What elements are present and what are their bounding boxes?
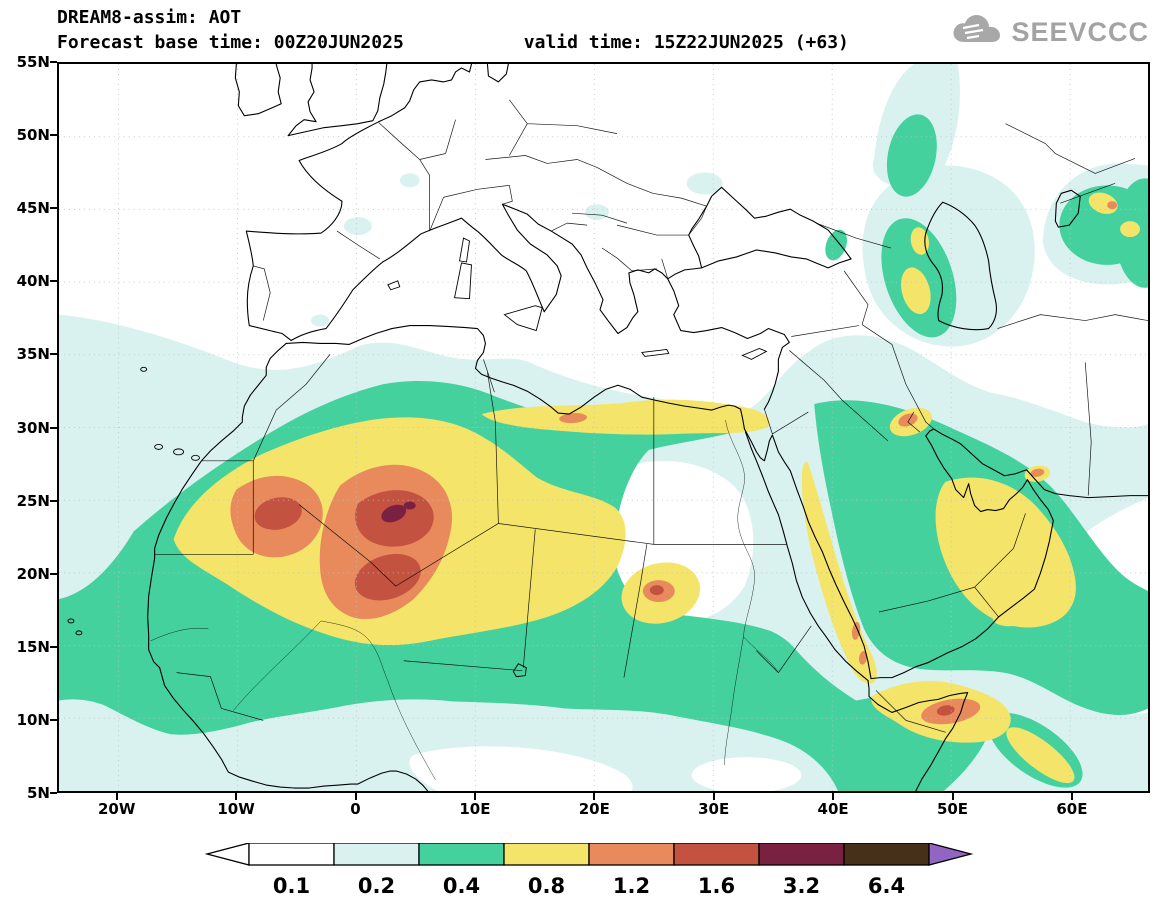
lon-tick: [712, 793, 715, 800]
lat-tick: [50, 645, 57, 648]
lon-tick-label: 10W: [217, 800, 255, 818]
seevccc-logo: SEEVCCC: [950, 12, 1149, 52]
lon-tick: [235, 793, 238, 800]
colorbar-segment: [503, 843, 590, 866]
colorbar-label: 6.4: [868, 874, 905, 898]
lat-tick: [50, 426, 57, 429]
lon-tick-label: 10E: [459, 800, 491, 818]
lon-tick: [354, 793, 357, 800]
lat-tick: [50, 61, 57, 63]
colorbar-segment: [418, 843, 505, 866]
colorbar-label: 0.1: [273, 874, 310, 898]
lon-tick: [593, 793, 596, 800]
colorbar-over-arrow: [928, 843, 973, 866]
lat-tick-label: 5N: [27, 784, 50, 802]
lat-tick: [50, 134, 57, 137]
lat-tick-label: 10N: [16, 710, 50, 729]
lon-tick-label: 60E: [1056, 800, 1088, 818]
lat-tick-label: 35N: [16, 345, 50, 364]
lon-tick: [115, 793, 118, 800]
lat-tick: [50, 499, 57, 502]
colorbar-label: 0.2: [358, 874, 395, 898]
lon-tick-label: 40E: [817, 800, 849, 818]
lon-tick-label: 30E: [698, 800, 730, 818]
lon-tick: [473, 793, 476, 800]
lat-tick-label: 45N: [16, 199, 50, 218]
lon-tick-label: 20W: [97, 800, 136, 818]
map-plot-area: [57, 62, 1150, 793]
plot-subtitle: Forecast base time: 00Z20JUN2025 valid ti…: [57, 32, 849, 53]
aot-contour-map: [59, 64, 1148, 791]
lon-tick: [951, 793, 954, 800]
valid-time: valid time: 15Z22JUN2025 (+63): [523, 32, 849, 53]
lat-tick: [50, 353, 57, 356]
colorbar-segment: [843, 843, 930, 866]
colorbar-label: 3.2: [783, 874, 820, 898]
lon-tick: [1070, 793, 1073, 800]
logo-text: SEEVCCC: [1011, 16, 1149, 47]
colorbar-label: 1.6: [698, 874, 735, 898]
lat-tick-label: 30N: [16, 418, 50, 437]
lat-tick: [50, 572, 57, 575]
lat-tick: [50, 792, 57, 794]
colorbar-segment: [248, 843, 335, 866]
plot-title: DREAM8-assim: AOT: [57, 7, 242, 28]
islands: [67, 237, 768, 678]
lon-tick-label: 0: [350, 800, 361, 818]
colorbar: 0.1 0.2 0.4 0.8 1.2 1.6 3.2 6.4: [205, 843, 973, 898]
lat-tick: [50, 207, 57, 210]
colorbar-label: 0.8: [528, 874, 565, 898]
colorbar-under-arrow: [205, 843, 250, 866]
cloud-icon: [950, 12, 1004, 52]
colorbar-segment: [588, 843, 675, 866]
rivers: [150, 420, 779, 781]
lon-tick-label: 20E: [578, 800, 610, 818]
lon-tick: [832, 793, 835, 800]
lat-tick-label: 55N: [16, 53, 50, 71]
lat-tick-label: 15N: [16, 637, 50, 656]
lat-tick-label: 20N: [16, 564, 50, 583]
lat-tick: [50, 718, 57, 721]
lat-tick-label: 25N: [16, 491, 50, 510]
colorbar-segment: [758, 843, 845, 866]
country-borders: [154, 99, 1148, 733]
forecast-base-time: Forecast base time: 00Z20JUN2025: [57, 32, 404, 53]
colorbar-label: 0.4: [443, 874, 480, 898]
lon-tick-label: 50E: [936, 800, 969, 818]
colorbar-segment: [673, 843, 760, 866]
lat-tick-label: 50N: [16, 126, 50, 145]
colorbar-label: 1.2: [613, 874, 650, 898]
lat-tick: [50, 280, 57, 283]
lat-tick-label: 40N: [16, 272, 50, 291]
aot-layer-1p6: [381, 501, 416, 523]
colorbar-segment: [333, 843, 420, 866]
